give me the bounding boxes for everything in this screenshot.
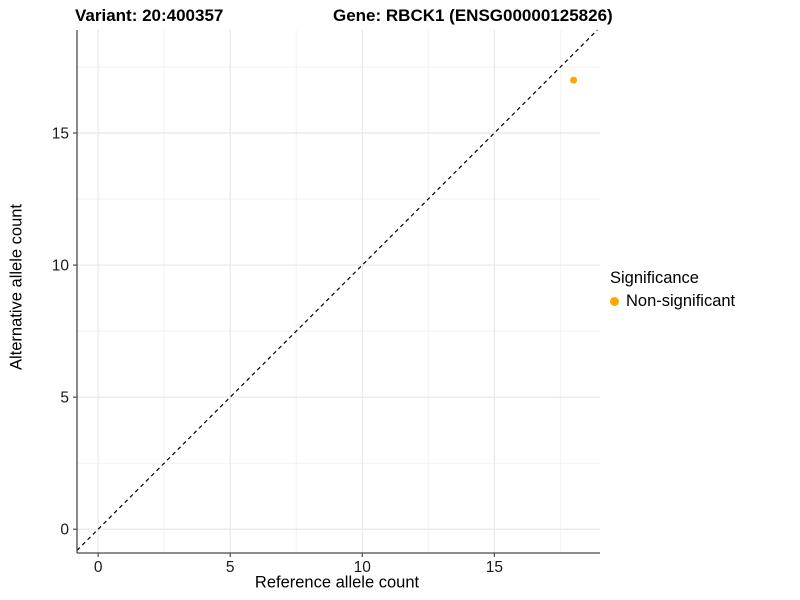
identity-line xyxy=(76,29,598,551)
gene-title: Gene: RBCK1 (ENSG00000125826) xyxy=(333,6,613,25)
legend-item-label: Non-significant xyxy=(626,291,736,310)
y-axis-title: Alternative allele count xyxy=(7,203,26,371)
x-tick-label: 15 xyxy=(486,559,503,576)
variant-title: Variant: 20:400357 xyxy=(75,6,224,25)
legend-title: Significance xyxy=(610,269,699,287)
x-tick-label: 10 xyxy=(354,559,372,576)
x-axis-title: Reference allele count xyxy=(254,573,420,592)
legend-point-marker-icon xyxy=(610,296,619,306)
y-tick-label: 5 xyxy=(60,390,69,407)
legend-item: Non-significant xyxy=(610,291,735,311)
y-tick-label: 10 xyxy=(52,258,70,275)
data-point xyxy=(570,76,578,84)
y-tick-label: 0 xyxy=(60,522,69,539)
x-tick-label: 0 xyxy=(94,559,103,576)
legend: Significance Non-significant xyxy=(610,269,735,311)
x-tick-label: 5 xyxy=(226,559,235,576)
y-tick-label: 15 xyxy=(52,126,69,143)
